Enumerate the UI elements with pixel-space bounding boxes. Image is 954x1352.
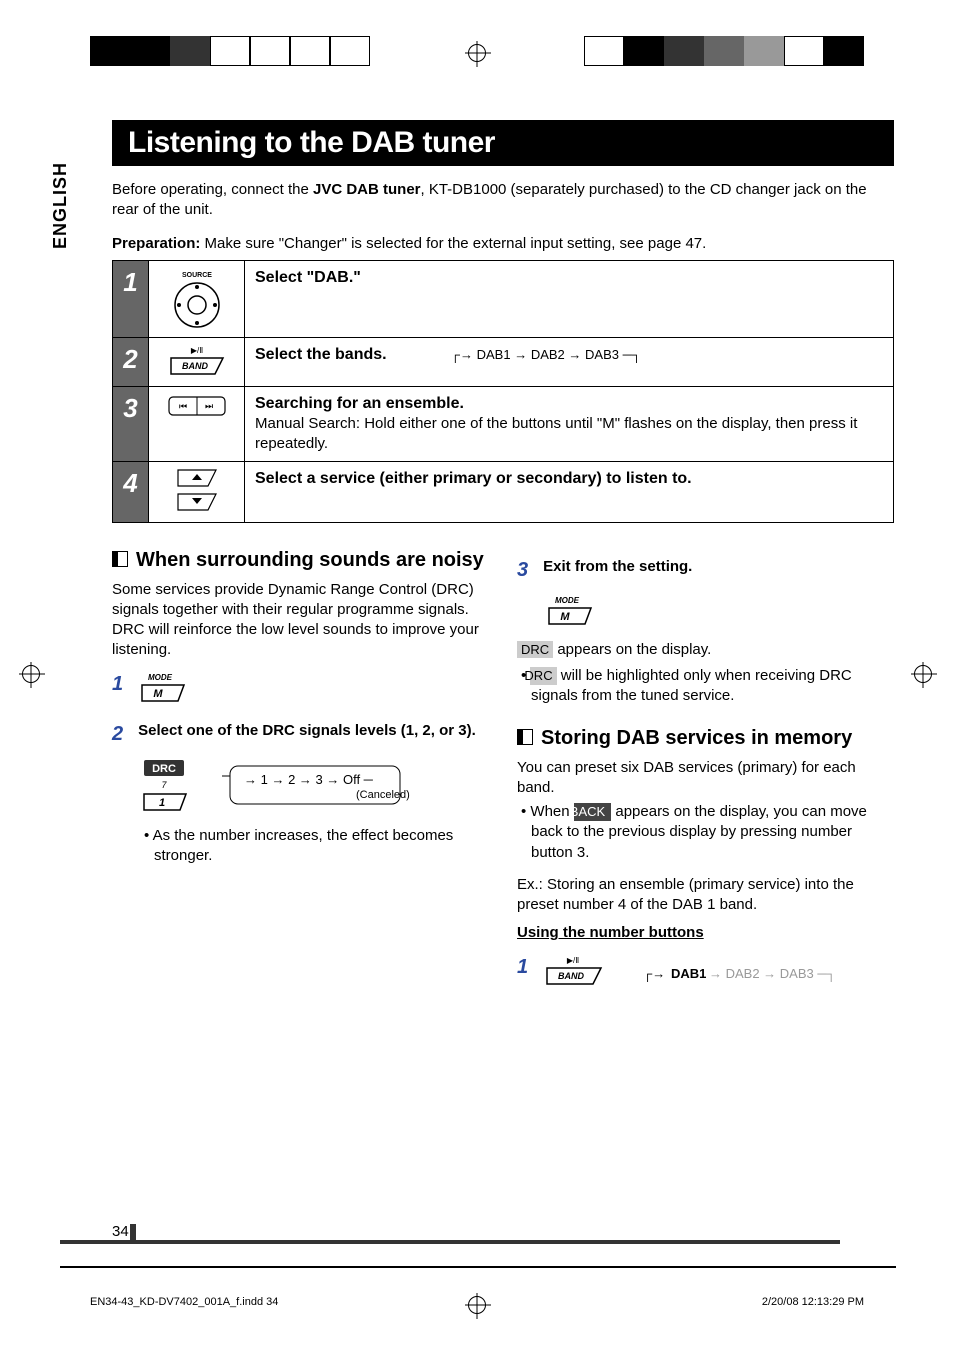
step-1-number: 1 [113,260,149,337]
footer-metadata: EN34-43_KD-DV7402_001A_f.indd 34 2/20/08… [90,1296,864,1308]
svg-text:DRC: DRC [152,763,176,775]
svg-text:┌→: ┌→ [643,966,665,983]
svg-text:BAND: BAND [182,361,208,371]
footer-timestamp: 2/20/08 12:13:29 PM [762,1296,864,1308]
svg-text:BAND: BAND [558,971,584,981]
page-title: Listening to the DAB tuner [112,120,894,166]
page-number-bar [60,1240,840,1244]
right-step-3: 3 Exit from the setting. [517,557,894,584]
example-text: Ex.: Storing an ensemble (primary servic… [517,875,894,916]
drc-highlight-bullet: DRC will be highlighted only when receiv… [517,666,894,707]
right-column: 3 Exit from the setting. MODE M DRC appe… [517,547,894,1006]
svg-text:MODE: MODE [555,596,580,605]
intro-text: Before operating, connect the JVC DAB tu… [112,180,894,221]
step-4-number: 4 [113,461,149,522]
svg-text:(Canceled): (Canceled) [356,789,410,801]
svg-text:SOURCE: SOURCE [182,272,212,279]
svg-text:→ 1 → 2 → 3 → Off ─: → 1 → 2 → 3 → Off ─ [244,772,374,787]
back-bullet: When BACK appears on the display, you ca… [517,802,894,863]
svg-text:⏭: ⏭ [205,401,213,411]
left-registration-mark [22,665,40,683]
step-3-number: 3 [113,386,149,461]
drc-appears-text: DRC appears on the display. [517,640,894,660]
top-registration-marks [0,36,954,66]
svg-text:1: 1 [159,797,165,809]
step-2-body: Select the bands. ┌→ DAB1 → DAB2 → DAB3 … [245,337,894,386]
svg-text:7: 7 [161,780,167,790]
band-select-diagram: ▶/Ⅱ BAND ┌→ DAB1 → DAB2 → DAB3 ─┐ [543,954,833,990]
right-registration-mark [914,665,932,683]
left-bullet-1: As the number increases, the effect beco… [140,826,489,867]
step-4-icon [149,461,245,522]
left-step-1: 1 MODE M [112,671,489,711]
svg-text:⏮: ⏮ [179,401,187,411]
mode-button-icon-2: MODE M [545,594,894,634]
right-step-1: 1 ▶/Ⅱ BAND ┌→ DAB1 → DAB2 → DAB3 ─┐ [517,954,894,996]
mode-button-icon: MODE M [138,671,188,705]
noisy-intro: Some services provide Dynamic Range Cont… [112,580,489,661]
svg-text:MODE: MODE [148,673,173,682]
step-2-number: 2 [113,337,149,386]
language-tab: ENGLISH [50,162,71,249]
page-number: 34 [112,1223,129,1240]
svg-text:M: M [560,611,570,623]
using-number-buttons-heading: Using the number buttons [517,923,894,943]
step-1-body: Select "DAB." [245,260,894,337]
step-3-body: Searching for an ensemble. Manual Search… [245,386,894,461]
left-column: When surrounding sounds are noisy Some s… [112,547,489,1006]
step-2-icon: ▶/Ⅱ BAND [149,337,245,386]
section-noisy-heading: When surrounding sounds are noisy [112,547,489,574]
svg-text:M: M [154,688,164,700]
step-4-body: Select a service (either primary or seco… [245,461,894,522]
section-storing-heading: Storing DAB services in memory [517,725,894,752]
steps-table: 1 SOURCE Select "DAB." [112,260,894,523]
storing-intro: You can preset six DAB services (primary… [517,758,894,799]
drc-level-diagram: DRC 7 1 → 1 → 2 → 3 → Off ─ (Canceled) [140,758,489,820]
left-step-2: 2 Select one of the DRC signals levels (… [112,721,489,748]
footer-rule [60,1266,896,1268]
svg-text:▶/Ⅱ: ▶/Ⅱ [190,346,202,355]
svg-text:▶/Ⅱ: ▶/Ⅱ [567,956,579,965]
step-3-icon: ⏮ ⏭ [149,386,245,461]
svg-text:DAB1: DAB1 [671,966,706,981]
step-1-icon: SOURCE [149,260,245,337]
preparation-text: Preparation: Make sure "Changer" is sele… [112,235,894,252]
svg-text:→ DAB2 → DAB3 ─┐: → DAB2 → DAB3 ─┐ [709,966,833,983]
footer-file: EN34-43_KD-DV7402_001A_f.indd 34 [90,1296,278,1308]
